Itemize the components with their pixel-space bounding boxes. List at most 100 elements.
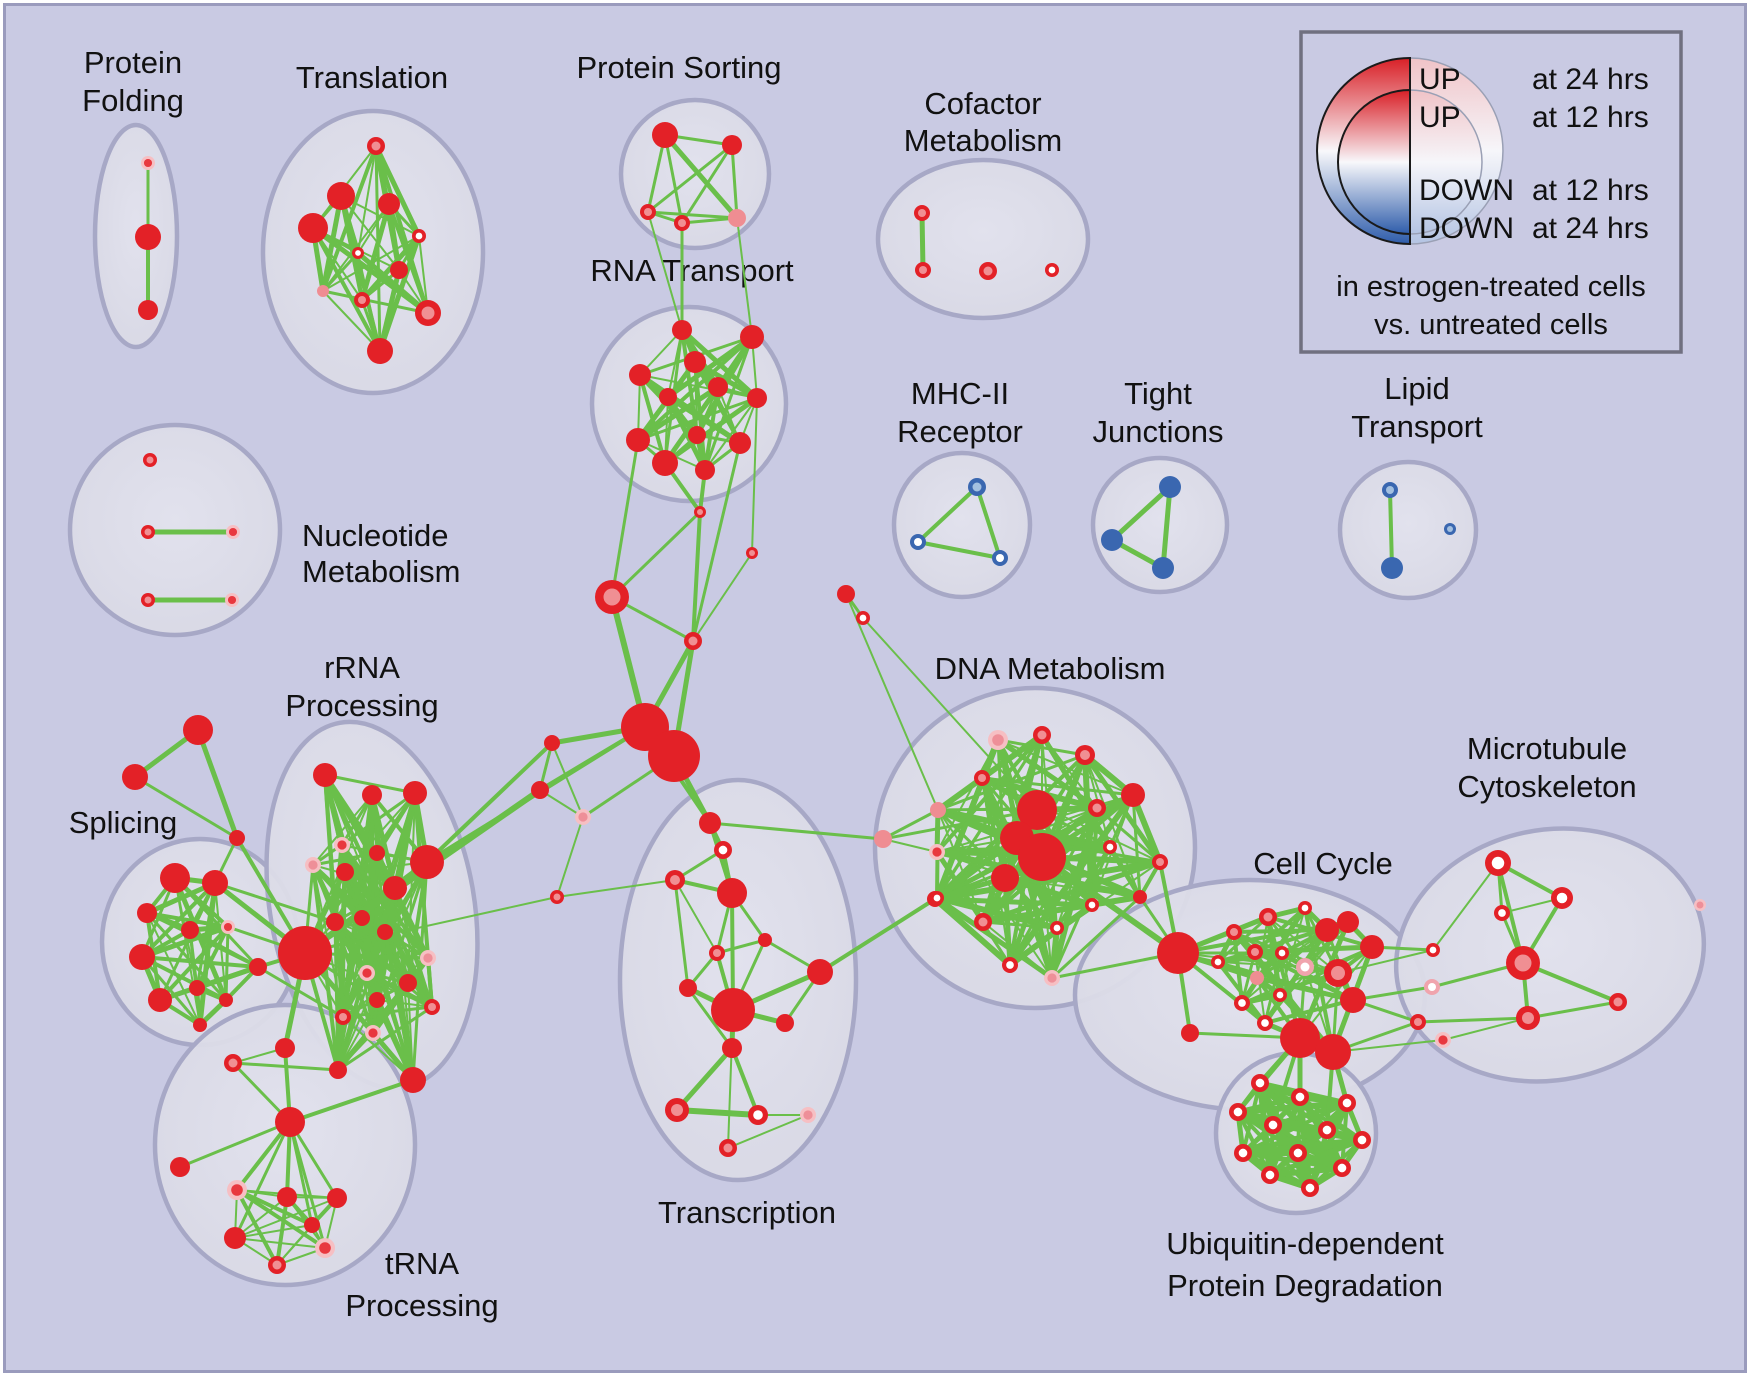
node-cc3 <box>1337 911 1359 933</box>
node-tb0 <box>550 890 564 904</box>
edge-cc9-cc19 <box>1351 985 1434 1002</box>
edge-tx6-tx10 <box>686 986 734 1050</box>
node-cc1 <box>1298 901 1312 915</box>
edge-cc20-mt5 <box>1416 1016 1530 1024</box>
node-cc15 <box>1315 1034 1351 1070</box>
node-cc6 <box>1275 946 1289 960</box>
edge-rr0-rr2 <box>323 773 417 795</box>
edge-sp2-sp10 <box>146 912 201 1026</box>
node-ccb1 <box>1181 1024 1199 1042</box>
node-rr16 <box>369 992 385 1008</box>
edge-dm19-db2 <box>933 897 1054 980</box>
node-rr13 <box>359 965 375 981</box>
edge-dm16-db2 <box>934 898 1058 929</box>
node-dm18 <box>1002 957 1018 973</box>
edge-ps4-rn1 <box>736 217 753 338</box>
node-tx4 <box>709 945 725 961</box>
edge-tx7-db2 <box>818 897 937 974</box>
node-rr6 <box>369 845 385 861</box>
cluster-label-rrna-processing: Processing <box>285 688 438 723</box>
node-tn9 <box>268 1256 286 1274</box>
node-ub0 <box>1251 1074 1269 1092</box>
node-dm11 <box>1018 833 1066 881</box>
node-rn10 <box>652 450 678 476</box>
edge-dm16-dm18 <box>1008 926 1059 967</box>
edge-sp1-rr9 <box>213 881 337 924</box>
edge-rr12-rr19 <box>426 956 434 1009</box>
cluster-label-dna-metabolism: DNA Metabolism <box>935 651 1166 686</box>
node-dm14 <box>974 913 992 931</box>
edge-cn0-cn2 <box>610 510 702 599</box>
node-rn8 <box>626 428 650 452</box>
edge-cc18-mt0 <box>1432 862 1499 951</box>
edge-sc0-sc2 <box>551 742 584 818</box>
edge-rr4-rr6 <box>311 851 379 867</box>
node-dm8 <box>1152 854 1168 870</box>
node-mt4 <box>1609 993 1627 1011</box>
node-hub1 <box>648 730 700 782</box>
edge-sp4-sp5 <box>139 924 231 960</box>
node-ub9 <box>1333 1159 1351 1177</box>
edge-tb0-rr14 <box>304 896 558 954</box>
cluster-label-microtubule-cytoskeleton: Cytoskeleton <box>1457 769 1636 804</box>
node-ub7 <box>1234 1144 1252 1162</box>
edge-ps0-ps2 <box>646 133 667 214</box>
node-tl5 <box>352 247 364 259</box>
node-ps4 <box>728 209 746 227</box>
node-tn0 <box>224 1054 242 1072</box>
edge-rr17-rr20 <box>342 1016 414 1081</box>
edge-tn7-tn8 <box>234 1237 326 1249</box>
node-cf3 <box>1045 263 1059 277</box>
node-nu4 <box>225 593 239 607</box>
edge-cc9-cc16 <box>1232 930 1355 1002</box>
node-sp8 <box>189 980 205 996</box>
edge-cc13-cc17 <box>1216 960 1267 1025</box>
cluster-label-cofactor-metabolism: Cofactor <box>924 86 1041 121</box>
node-sat1 <box>856 611 870 625</box>
edge-rr19-rr21 <box>336 1005 434 1072</box>
node-tn3 <box>170 1157 190 1177</box>
node-rr17 <box>335 1009 351 1025</box>
legend-direction-label: UP <box>1419 63 1461 96</box>
legend-dial-inner-right <box>1409 89 1483 235</box>
node-tl1 <box>327 182 355 210</box>
edge-lp0-lp1 <box>1388 488 1394 570</box>
node-cc10 <box>1250 971 1264 985</box>
edge-mt4-mt5 <box>1526 1000 1620 1020</box>
node-rr4 <box>305 857 321 873</box>
node-sp3 <box>181 921 199 939</box>
edge-rr10-rr12 <box>360 916 430 960</box>
node-sc0 <box>544 735 560 751</box>
cluster-label-tight-junctions: Tight <box>1124 376 1192 411</box>
node-cc21 <box>1435 1032 1451 1048</box>
edge-rr15-rr20 <box>407 982 414 1081</box>
node-sp2 <box>137 903 157 923</box>
node-dm6 <box>1088 799 1106 817</box>
node-cc11 <box>1273 988 1287 1002</box>
node-tj1 <box>1101 529 1123 551</box>
edge-rn2-rn6 <box>692 359 760 401</box>
node-ub1 <box>1291 1088 1309 1106</box>
node-dm7 <box>1103 840 1117 854</box>
node-ub8 <box>1289 1144 1307 1162</box>
edge-tl7-tl9 <box>321 289 430 315</box>
node-tj0 <box>1159 476 1181 498</box>
node-rr1 <box>362 785 382 805</box>
cluster-label-tight-junctions: Junctions <box>1093 414 1224 449</box>
edge-rr20-tn2 <box>288 1078 415 1124</box>
edge-st1-st2 <box>133 775 239 840</box>
node-rn5 <box>659 388 677 406</box>
node-cf0 <box>914 205 930 221</box>
node-ub4 <box>1264 1116 1282 1134</box>
node-dm19 <box>1044 970 1060 986</box>
edge-sat0-dm4 <box>845 593 939 811</box>
legend-dial-inner-left <box>1337 88 1411 236</box>
node-dm4 <box>930 802 946 818</box>
node-rr8 <box>410 845 444 879</box>
edge-mt0-mt3 <box>1496 861 1525 965</box>
node-rn7 <box>688 426 706 444</box>
node-cn2 <box>595 580 629 614</box>
node-dm0 <box>988 730 1008 750</box>
node-tl2 <box>378 193 400 215</box>
edge-tn2-tn10 <box>288 1120 314 1227</box>
